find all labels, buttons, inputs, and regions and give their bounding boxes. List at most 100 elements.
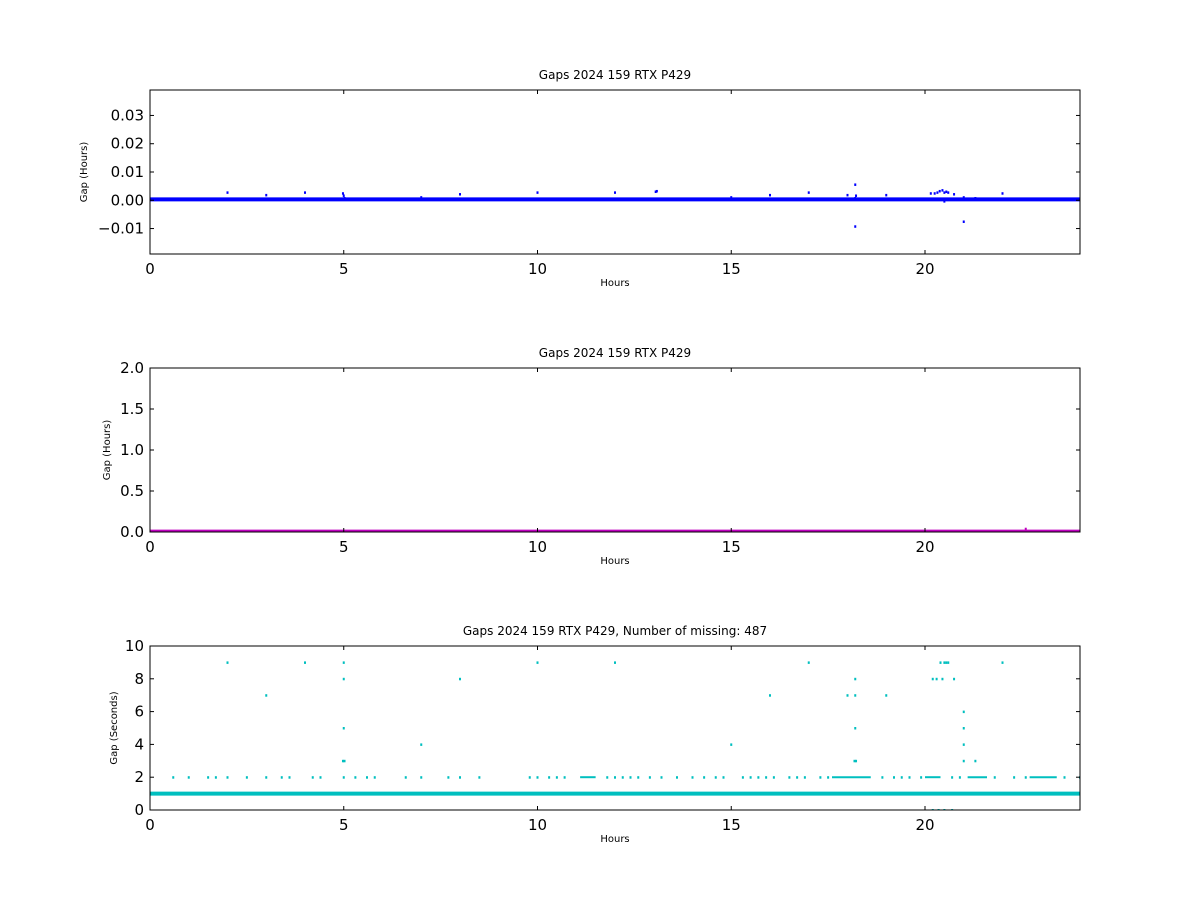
data-point	[714, 776, 717, 779]
data-point	[621, 776, 624, 779]
y-tick-label: 2.0	[120, 359, 144, 377]
data-point	[478, 776, 481, 779]
data-point	[769, 694, 771, 697]
data-point	[920, 776, 923, 779]
data-point	[749, 776, 752, 779]
y-tick-label: 1.5	[120, 400, 144, 418]
data-point	[404, 776, 407, 779]
data-point	[528, 776, 531, 779]
panel-2-title: Gaps 2024 159 RTX P429	[539, 346, 691, 360]
data-point	[343, 759, 346, 763]
data-point	[854, 225, 857, 228]
data-point	[945, 661, 948, 664]
data-point	[366, 776, 368, 779]
data-point	[730, 743, 733, 746]
data-point	[703, 776, 706, 779]
data-point	[648, 776, 651, 779]
data-point	[265, 776, 268, 779]
y-tick-label: 0.5	[120, 482, 144, 500]
data-point	[187, 776, 190, 779]
data-point	[447, 776, 450, 779]
data-point	[993, 776, 996, 779]
data-point	[304, 661, 306, 664]
data-point	[962, 196, 965, 199]
data-point	[807, 661, 810, 664]
data-point	[226, 776, 229, 779]
data-point	[342, 194, 345, 197]
data-point	[846, 694, 849, 697]
x-tick-label: 20	[915, 538, 934, 556]
y-tick-label: 8	[134, 670, 144, 688]
data-point	[536, 776, 539, 779]
data-point	[974, 759, 977, 763]
data-point	[1001, 192, 1004, 195]
data-point	[933, 192, 936, 195]
data-point	[893, 776, 895, 779]
data-point	[938, 189, 941, 193]
data-point	[936, 191, 939, 194]
axes-frame	[149, 645, 1081, 811]
data-point	[855, 194, 858, 197]
x-tick-label: 0	[145, 538, 155, 556]
panel-3-ylabel: Gap (Seconds)	[109, 691, 120, 764]
y-tick-label: 0.03	[111, 106, 144, 124]
plot-area	[150, 527, 1080, 532]
x-tick-label: 10	[528, 260, 547, 278]
data-point	[953, 193, 956, 196]
data-point	[853, 759, 856, 763]
data-point	[730, 196, 733, 199]
data-point	[931, 677, 934, 681]
data-point	[614, 191, 616, 194]
plot-area	[150, 183, 1080, 228]
data-point	[420, 776, 423, 779]
panel-2-xlabel: Hours	[600, 556, 629, 567]
data-point	[827, 776, 830, 779]
x-tick-label: 5	[339, 260, 349, 278]
x-tick-label: 5	[339, 538, 349, 556]
data-point	[606, 776, 609, 779]
data-point	[941, 677, 944, 681]
data-point	[629, 776, 632, 779]
x-tick-label: 0	[145, 260, 155, 278]
data-point	[654, 190, 657, 194]
panel-2: Gaps 2024 159 RTX P429 Hours Gap (Hours)…	[102, 346, 1081, 567]
panel-3-title: Gaps 2024 159 RTX P429, Number of missin…	[463, 624, 767, 638]
data-point	[846, 193, 849, 197]
data-point	[1024, 198, 1027, 201]
data-point	[226, 191, 229, 194]
data-point	[722, 776, 725, 779]
data-point	[660, 776, 663, 779]
data-point	[769, 193, 771, 197]
x-tick-label: 15	[722, 260, 741, 278]
x-tick-label: 5	[339, 816, 349, 834]
data-point	[803, 776, 806, 779]
data-point	[945, 190, 948, 194]
data-point	[459, 193, 461, 196]
data-point	[953, 677, 956, 681]
x-tick-label: 15	[722, 538, 741, 556]
data-point	[962, 220, 965, 223]
data-point	[214, 776, 217, 779]
data-point	[974, 197, 977, 200]
y-tick-label: 10	[125, 637, 144, 655]
panel-2-ylabel: Gap (Hours)	[102, 420, 113, 481]
data-point	[819, 776, 822, 779]
data-point	[265, 193, 268, 197]
panel-1-xlabel: Hours	[600, 278, 629, 289]
x-tick-label: 10	[528, 538, 547, 556]
data-point	[854, 727, 857, 730]
data-point	[319, 776, 322, 779]
data-point	[1024, 527, 1027, 531]
data-point	[962, 710, 965, 714]
data-point	[555, 776, 558, 779]
data-point	[1013, 776, 1016, 779]
plot-area	[150, 661, 1080, 810]
data-point	[788, 776, 791, 779]
data-point	[342, 727, 345, 730]
data-point	[343, 197, 346, 200]
data-point	[172, 776, 175, 779]
panel-1-title: Gaps 2024 159 RTX P429	[539, 68, 691, 82]
data-point	[691, 776, 694, 779]
data-point	[929, 192, 932, 195]
